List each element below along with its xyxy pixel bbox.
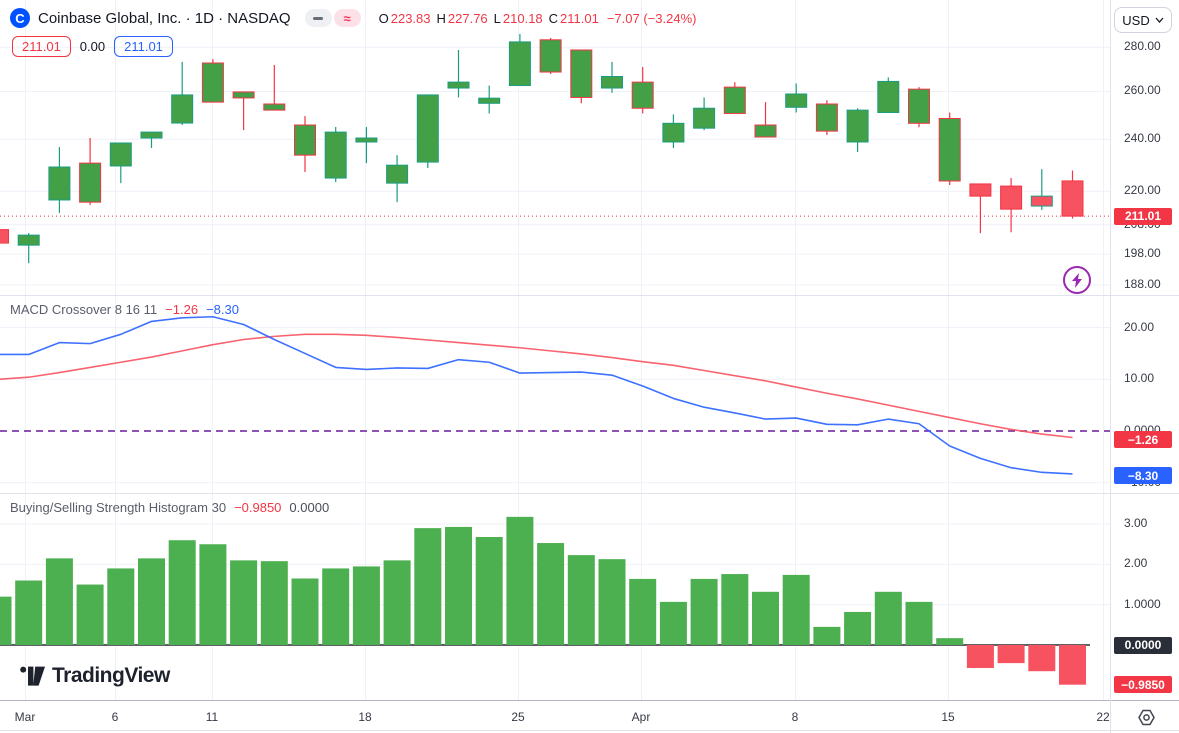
time-axis-label: 18 <box>358 710 372 724</box>
coinbase-logo-icon: C <box>10 8 30 28</box>
open-value: 223.83 <box>390 10 431 26</box>
currency-label: USD <box>1122 12 1150 28</box>
change-value: −7.07 (−3.24%) <box>606 10 697 26</box>
time-axis-label: 22 <box>1096 710 1110 724</box>
macd-line-badge: −8.30 <box>1114 467 1172 485</box>
high-value: 227.76 <box>447 10 488 26</box>
macd-pane-title-row: MACD Crossover 8 16 11 −1.26 −8.30 <box>10 302 239 317</box>
macd-title[interactable]: MACD Crossover 8 16 11 <box>10 302 158 317</box>
time-axis-settings-button[interactable] <box>1137 708 1156 732</box>
symbol-title[interactable]: Coinbase Global, Inc. · 1D · NASDAQ <box>38 9 291 27</box>
chart-header: C Coinbase Global, Inc. · 1D · NASDAQ ≈ … <box>10 8 696 28</box>
session-clock-icon <box>1138 709 1155 726</box>
market-closed-dash-icon[interactable] <box>304 9 332 27</box>
histogram-zero-badge: 0.0000 <box>1114 636 1172 654</box>
price-axis-label: 198.00 <box>1124 246 1161 261</box>
histogram-zero-value: 0.0000 <box>289 500 330 515</box>
spread-value: 0.00 <box>79 39 106 54</box>
histogram-last-value: −0.9850 <box>234 500 282 515</box>
high-label: H <box>436 10 446 26</box>
open-label: O <box>378 10 389 26</box>
price-axis-label: 260.00 <box>1124 83 1161 98</box>
macd-line-value: −8.30 <box>206 302 239 317</box>
lightning-icon <box>1072 272 1082 288</box>
boost-button[interactable] <box>1063 266 1091 294</box>
tradingview-logo-text: TradingView <box>52 664 170 687</box>
time-axis-label: Apr <box>631 710 651 724</box>
time-axis-label: 6 <box>111 710 119 724</box>
time-axis-label: 25 <box>511 710 525 724</box>
price-axis-label: 220.00 <box>1124 183 1161 198</box>
time-axis-label: 15 <box>941 710 955 724</box>
macd-signal-badge: −1.26 <box>1114 431 1172 448</box>
last-price-badge: 211.01 <box>1114 207 1172 225</box>
delayed-data-approx-icon[interactable]: ≈ <box>333 9 361 27</box>
ohlc-legend: O 223.83 H 227.76 L 210.18 C 211.01 −7.07 (−… <box>379 11 697 26</box>
close-value: 211.01 <box>560 10 599 26</box>
low-label: L <box>493 10 501 26</box>
price-axis-label: 188.00 <box>1124 277 1161 292</box>
low-value: 210.18 <box>502 10 543 26</box>
close-label: C <box>548 10 559 26</box>
histogram-pane-title-row: Buying/Selling Strength Histogram 30 −0.… <box>10 500 329 515</box>
price-axis-label: 280.00 <box>1124 39 1161 54</box>
time-axis-label: 11 <box>205 710 219 724</box>
histogram-axis-label: 3.00 <box>1124 516 1148 531</box>
macd-signal-value: −1.26 <box>165 302 199 317</box>
tradingview-logo-icon <box>20 666 45 686</box>
bid-badge: 211.01 <box>12 36 71 57</box>
market-status-pills: ≈ <box>304 9 361 27</box>
time-axis-label: 8 <box>791 710 799 724</box>
currency-selector[interactable]: USD <box>1114 7 1172 33</box>
histogram-title[interactable]: Buying/Selling Strength Histogram 30 <box>10 500 227 515</box>
histogram-last-badge: −0.9850 <box>1114 676 1172 694</box>
histogram-axis-label: 2.00 <box>1124 556 1148 571</box>
time-axis-label: Mar <box>14 710 36 724</box>
price-axis-label: 240.00 <box>1124 131 1161 146</box>
quote-badges-row: 211.01 0.00 211.01 <box>12 36 173 57</box>
tradingview-watermark[interactable]: TradingView <box>20 664 170 688</box>
ask-badge: 211.01 <box>114 36 173 57</box>
macd-axis-label: 10.00 <box>1124 371 1155 386</box>
macd-axis-label: 20.00 <box>1124 319 1155 334</box>
histogram-axis-label: 1.0000 <box>1124 596 1161 611</box>
chevron-down-icon <box>1155 17 1164 23</box>
